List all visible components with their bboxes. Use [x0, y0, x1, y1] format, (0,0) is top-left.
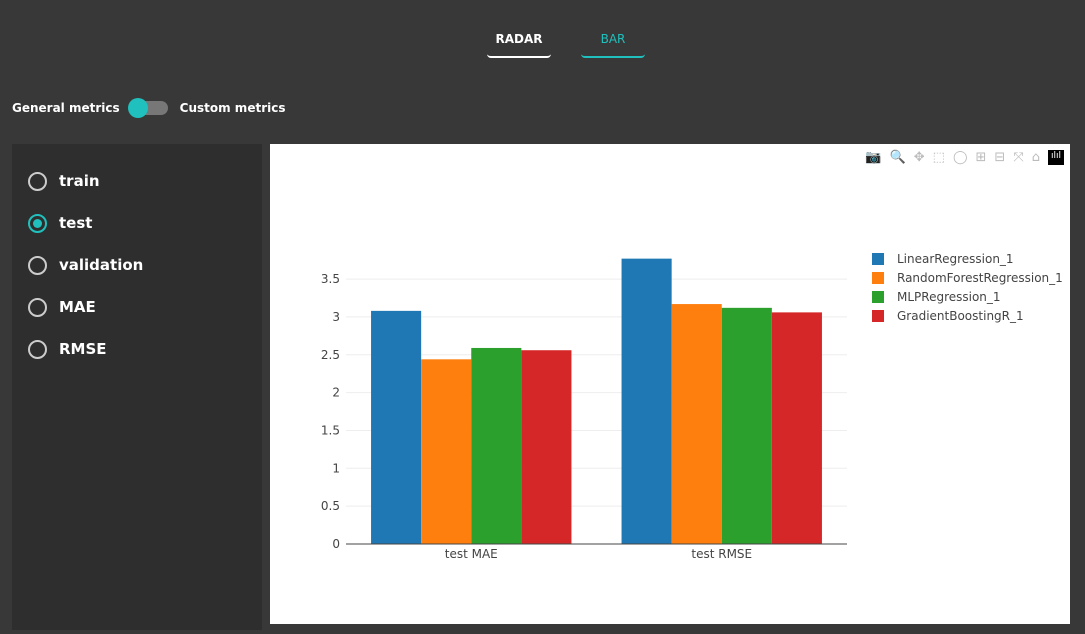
bar-GradientBoostingR_1-test-MAE[interactable] [521, 350, 572, 544]
toggle-knob[interactable] [127, 98, 148, 118]
metrics-toggle-row: General metrics Custom metrics [12, 98, 286, 118]
y-tick-label: 2 [332, 386, 340, 400]
zoom-icon[interactable]: 🔍 [889, 150, 906, 165]
custom-metrics-label: Custom metrics [179, 101, 286, 115]
y-tick-label: 0 [332, 537, 340, 551]
radio-icon[interactable] [28, 171, 47, 191]
legend-swatch[interactable] [872, 253, 884, 265]
option-validation[interactable]: validation [12, 244, 262, 286]
y-tick-label: 1.5 [321, 423, 340, 437]
y-tick-label: 0.5 [321, 499, 340, 513]
bar-LinearRegression_1-test-MAE[interactable] [371, 310, 422, 544]
legend-swatch[interactable] [872, 291, 884, 303]
metrics-toggle-switch[interactable] [127, 98, 168, 118]
tab-radar[interactable]: RADAR [487, 30, 551, 58]
pan-icon[interactable]: ✥ [913, 150, 925, 165]
y-tick-label: 3.5 [321, 272, 340, 286]
plotly-logo-icon[interactable]: ılıl [1047, 150, 1064, 165]
radio-icon[interactable] [28, 297, 47, 317]
bar-GradientBoostingR_1-test-RMSE[interactable] [771, 312, 822, 544]
y-tick-label: 2.5 [321, 348, 340, 362]
box-select-icon[interactable]: ⬚ [932, 150, 945, 165]
legend-swatch[interactable] [872, 272, 884, 284]
bar-LinearRegression_1-test-RMSE[interactable] [621, 258, 672, 544]
autoscale-icon[interactable]: ⤧ [1013, 150, 1024, 165]
option-train[interactable]: train [12, 160, 262, 202]
camera-icon[interactable]: 📷 [865, 150, 882, 165]
zoom-out-icon[interactable]: ⊟ [994, 150, 1006, 165]
radio-icon[interactable] [28, 339, 47, 359]
y-tick-label: 1 [332, 461, 340, 475]
option-label: validation [59, 256, 144, 274]
bar-chart: 📷 🔍 ✥ ⬚ ◯ ⊞ ⊟ ⤧ ⌂ ılıl 0 0.5 1 1.5 2 2.5 3 3.5 t… [270, 144, 1070, 624]
modebar: 📷 🔍 ✥ ⬚ ◯ ⊞ ⊟ ⤧ ⌂ ılıl [865, 150, 1064, 165]
option-label: MAE [59, 298, 96, 316]
reset-axes-icon[interactable]: ⌂ [1031, 150, 1040, 165]
bar-RandomForestRegression_1-test-RMSE[interactable] [671, 304, 722, 544]
x-tick-label: test RMSE [691, 547, 752, 561]
option-label: RMSE [59, 340, 107, 358]
option-mae[interactable]: MAE [12, 286, 262, 328]
option-label: train [59, 172, 100, 190]
legend-label[interactable]: LinearRegression_1 [897, 252, 1014, 266]
bar-MLPRegression_1-test-MAE[interactable] [471, 347, 522, 544]
general-metrics-label: General metrics [12, 101, 120, 115]
legend-label[interactable]: GradientBoostingR_1 [897, 309, 1024, 323]
chart-svg: 0 0.5 1 1.5 2 2.5 3 3.5 test MAE test RMSE LinearR… [321, 252, 1063, 561]
tab-bar[interactable]: BAR [581, 30, 645, 58]
radio-icon[interactable] [28, 213, 47, 233]
chart-type-tabs: RADAR BAR [487, 30, 645, 58]
option-rmse[interactable]: RMSE [12, 328, 262, 370]
legend-label[interactable]: MLPRegression_1 [897, 290, 1001, 304]
option-label: test [59, 214, 93, 232]
legend-swatch[interactable] [872, 310, 884, 322]
bar-MLPRegression_1-test-RMSE[interactable] [721, 307, 772, 544]
zoom-in-icon[interactable]: ⊞ [975, 150, 987, 165]
y-tick-label: 3 [332, 310, 340, 324]
lasso-icon[interactable]: ◯ [952, 150, 968, 165]
x-tick-label: test MAE [445, 547, 498, 561]
legend-label[interactable]: RandomForestRegression_1 [897, 271, 1063, 285]
bar-RandomForestRegression_1-test-MAE[interactable] [421, 359, 472, 544]
radio-icon[interactable] [28, 255, 47, 275]
option-test[interactable]: test [12, 202, 262, 244]
metric-options-panel: train test validation MAE RMSE [12, 144, 262, 630]
